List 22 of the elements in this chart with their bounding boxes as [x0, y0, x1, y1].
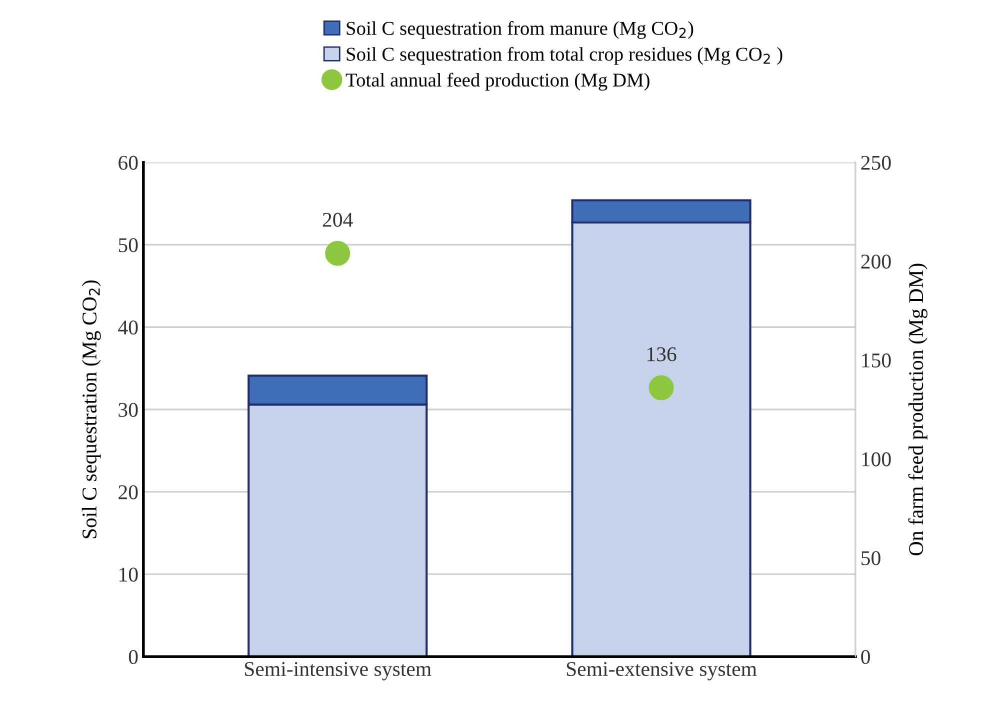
x-tick-label: Semi-extensive system [566, 662, 757, 680]
x-tick-label: Semi-intensive system [244, 662, 432, 680]
y2-tick-label: 250 [861, 156, 891, 170]
y-tick-label: 60 [118, 156, 138, 170]
y-tick-label: 50 [118, 238, 138, 252]
y2-tick-label: 100 [862, 452, 891, 466]
y-tick-label: 20 [118, 485, 138, 500]
y2-tick-label: 200 [861, 254, 891, 269]
legend-label: Soil C sequestration from manure (Mg CO$_{2}$) [346, 21, 694, 39]
y-tick-label: 30 [118, 402, 138, 417]
y-tick-label: 0 [128, 650, 138, 664]
data-label: 204 [322, 212, 353, 227]
legend-label: Total annual feed production (Mg DM) [346, 72, 650, 91]
y-tick-label: 10 [120, 568, 138, 582]
y2-axis-title: On farm feed production (Mg DM) [908, 264, 928, 556]
y2-tick-label: 150 [862, 353, 891, 368]
y2-tick-label: 0 [861, 650, 870, 664]
data-label: 136 [647, 347, 676, 362]
legend-label: Soil C sequestration from total crop residues (Mg CO$_{2}$ ) [346, 46, 782, 65]
y-tick-label: 40 [118, 320, 138, 335]
y-axis-title: Soil C sequestration (Mg CO$_{2}$) [82, 280, 101, 538]
y2-tick-label: 50 [862, 551, 880, 566]
